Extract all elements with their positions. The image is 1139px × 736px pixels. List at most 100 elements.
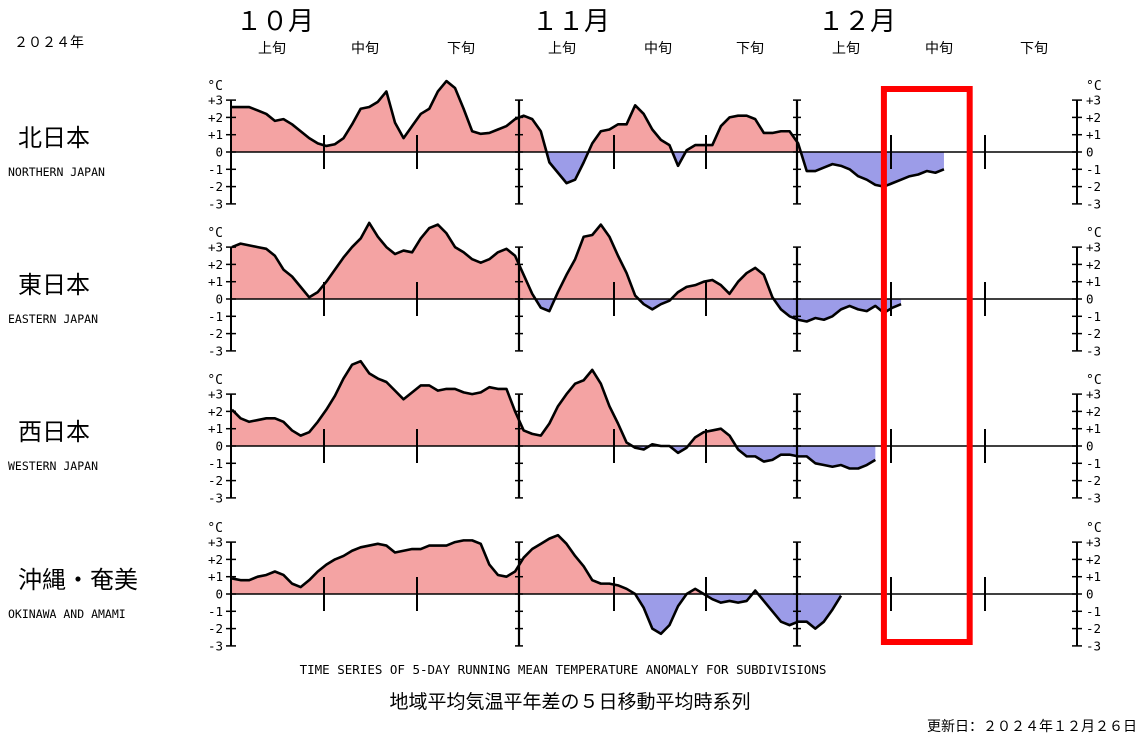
y-tick-label: +1 <box>208 569 223 584</box>
title-jp: 地域平均気温平年差の５日移動平均時系列 <box>389 691 750 713</box>
y-tick-label: +2 <box>208 404 223 419</box>
y-tick-label: -1 <box>1086 604 1101 619</box>
decade-label: 中旬 <box>351 41 379 57</box>
region-name-en: OKINAWA AND AMAMI <box>8 607 126 621</box>
y-tick-label: +3 <box>208 240 223 255</box>
region-name-en: WESTERN JAPAN <box>8 459 98 473</box>
month-label-dec: １２月 <box>818 7 896 37</box>
y-tick-label: -3 <box>1086 196 1101 211</box>
y-tick-label: +3 <box>208 93 223 108</box>
y-tick-label: -1 <box>208 309 223 324</box>
unit-label: °C <box>1086 521 1102 536</box>
region-name-jp: 沖縄・奄美 <box>18 566 138 594</box>
y-tick-label: +1 <box>208 274 223 289</box>
decade-label: 上旬 <box>832 41 860 57</box>
y-tick-label: -1 <box>208 604 223 619</box>
y-tick-label: +2 <box>1086 552 1101 567</box>
negative-area <box>232 594 842 634</box>
y-tick-label: -3 <box>208 343 223 358</box>
unit-label: °C <box>207 373 223 388</box>
unit-label: °C <box>207 521 223 536</box>
y-tick-label: 0 <box>215 292 223 307</box>
negative-area <box>232 446 876 469</box>
y-tick-label: -3 <box>208 638 223 653</box>
y-tick-label: +3 <box>208 535 223 550</box>
y-tick-label: +1 <box>1086 274 1101 289</box>
y-tick-label: -2 <box>208 179 223 194</box>
y-tick-label: -1 <box>208 456 223 471</box>
region-name-jp: 北日本 <box>18 124 90 152</box>
decade-label: 下旬 <box>1020 41 1048 57</box>
panel: +3+2+10-1-2-3°C+3+2+10-1-2-3°C西日本WESTERN… <box>8 359 1102 505</box>
decade-label: 上旬 <box>258 41 286 57</box>
series-line <box>231 533 843 636</box>
y-tick-label: 0 <box>1086 587 1094 602</box>
y-tick-label: -1 <box>1086 162 1101 177</box>
y-tick-label: -1 <box>1086 309 1101 324</box>
unit-label: °C <box>207 79 223 94</box>
y-tick-label: +1 <box>208 421 223 436</box>
y-tick-label: +2 <box>1086 257 1101 272</box>
y-tick-label: +3 <box>1086 387 1101 402</box>
y-tick-label: -3 <box>208 196 223 211</box>
decade-label: 上旬 <box>548 41 576 57</box>
month-label-nov: １１月 <box>532 7 610 37</box>
y-tick-label: +1 <box>1086 421 1101 436</box>
y-tick-label: -2 <box>208 473 223 488</box>
y-tick-label: +3 <box>1086 240 1101 255</box>
y-tick-label: -2 <box>208 326 223 341</box>
y-tick-label: +3 <box>1086 535 1101 550</box>
y-tick-label: 0 <box>215 145 223 160</box>
y-tick-label: -3 <box>1086 638 1101 653</box>
updated-date: 更新日：２０２４年１２月２６日 <box>927 719 1137 735</box>
y-tick-label: -2 <box>1086 621 1101 636</box>
positive-area <box>232 222 902 299</box>
positive-area <box>232 535 842 594</box>
y-tick-label: 0 <box>1086 439 1094 454</box>
series-line <box>231 221 902 323</box>
y-tick-label: +3 <box>1086 93 1101 108</box>
region-name-jp: 東日本 <box>18 271 90 299</box>
positive-area <box>232 81 944 152</box>
y-tick-label: +2 <box>1086 110 1101 125</box>
month-label-oct: １０月 <box>236 7 314 37</box>
unit-label: °C <box>207 226 223 241</box>
y-tick-label: 0 <box>1086 145 1094 160</box>
unit-label: °C <box>1086 79 1102 94</box>
y-tick-label: 0 <box>1086 292 1094 307</box>
panel: +3+2+10-1-2-3°C+3+2+10-1-2-3°C沖縄・奄美OKINA… <box>8 521 1102 653</box>
y-tick-label: +3 <box>208 387 223 402</box>
y-tick-label: +2 <box>1086 404 1101 419</box>
y-tick-label: -3 <box>1086 490 1101 505</box>
y-tick-label: -1 <box>1086 456 1101 471</box>
decade-labels: 上旬 中旬 下旬 上旬 中旬 下旬 上旬 中旬 下旬 <box>258 41 1048 57</box>
y-tick-label: -2 <box>1086 473 1101 488</box>
y-tick-label: -3 <box>1086 343 1101 358</box>
negative-area <box>232 299 902 322</box>
region-name-en: EASTERN JAPAN <box>8 312 98 326</box>
series-line <box>232 79 945 188</box>
panels: +3+2+10-1-2-3°C+3+2+10-1-2-3°C北日本NORTHER… <box>8 79 1102 653</box>
region-name-en: NORTHERN JAPAN <box>8 165 105 179</box>
unit-label: °C <box>1086 373 1102 388</box>
decade-label: 中旬 <box>925 41 953 57</box>
series-line <box>231 359 877 470</box>
decade-label: 下旬 <box>447 41 475 57</box>
region-name-jp: 西日本 <box>18 418 90 446</box>
unit-label: °C <box>1086 226 1102 241</box>
title-en: TIME SERIES OF 5-DAY RUNNING MEAN TEMPER… <box>300 662 827 677</box>
y-tick-label: +1 <box>1086 569 1101 584</box>
y-tick-label: -2 <box>208 621 223 636</box>
panel: +3+2+10-1-2-3°C+3+2+10-1-2-3°C北日本NORTHER… <box>8 79 1102 211</box>
y-tick-label: -2 <box>1086 326 1101 341</box>
year-label: ２０２４年 <box>14 35 84 51</box>
positive-area <box>232 361 876 446</box>
panel: +3+2+10-1-2-3°C+3+2+10-1-2-3°C東日本EASTERN… <box>8 221 1102 358</box>
y-tick-label: +1 <box>208 127 223 142</box>
y-tick-label: -2 <box>1086 179 1101 194</box>
y-tick-label: +2 <box>208 257 223 272</box>
y-tick-label: -3 <box>208 490 223 505</box>
decade-label: 下旬 <box>736 41 764 57</box>
highlight-box <box>880 86 973 645</box>
